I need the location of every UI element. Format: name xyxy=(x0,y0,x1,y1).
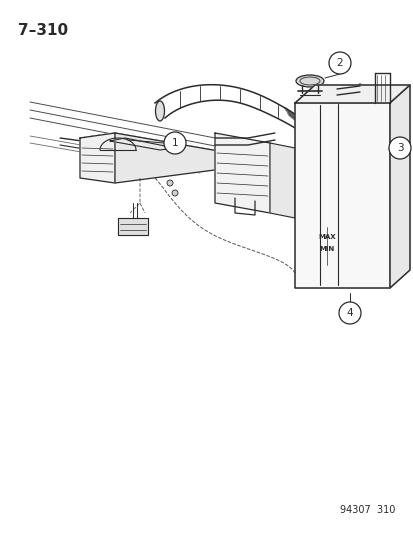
Text: 7–310: 7–310 xyxy=(18,23,68,38)
Polygon shape xyxy=(294,85,409,103)
Polygon shape xyxy=(389,85,409,288)
Ellipse shape xyxy=(155,101,164,121)
Ellipse shape xyxy=(131,166,145,175)
Polygon shape xyxy=(269,143,294,218)
Polygon shape xyxy=(80,133,115,183)
Polygon shape xyxy=(294,103,389,288)
Text: MIN: MIN xyxy=(318,246,334,252)
Text: 4: 4 xyxy=(346,308,352,318)
Text: 2: 2 xyxy=(336,58,342,68)
Text: MAX: MAX xyxy=(318,234,335,240)
Polygon shape xyxy=(214,133,269,213)
Circle shape xyxy=(338,302,360,324)
Text: 1: 1 xyxy=(171,138,178,148)
Circle shape xyxy=(388,137,410,159)
Circle shape xyxy=(328,52,350,74)
Polygon shape xyxy=(115,133,230,183)
Text: 94307  310: 94307 310 xyxy=(339,505,394,515)
FancyBboxPatch shape xyxy=(315,86,337,98)
Polygon shape xyxy=(110,138,175,150)
Ellipse shape xyxy=(295,75,323,87)
Circle shape xyxy=(166,180,173,186)
Text: 3: 3 xyxy=(396,143,402,153)
Polygon shape xyxy=(118,218,147,235)
Ellipse shape xyxy=(356,84,362,94)
Circle shape xyxy=(164,132,185,154)
Circle shape xyxy=(171,190,178,196)
FancyBboxPatch shape xyxy=(296,226,356,266)
Polygon shape xyxy=(80,133,230,158)
